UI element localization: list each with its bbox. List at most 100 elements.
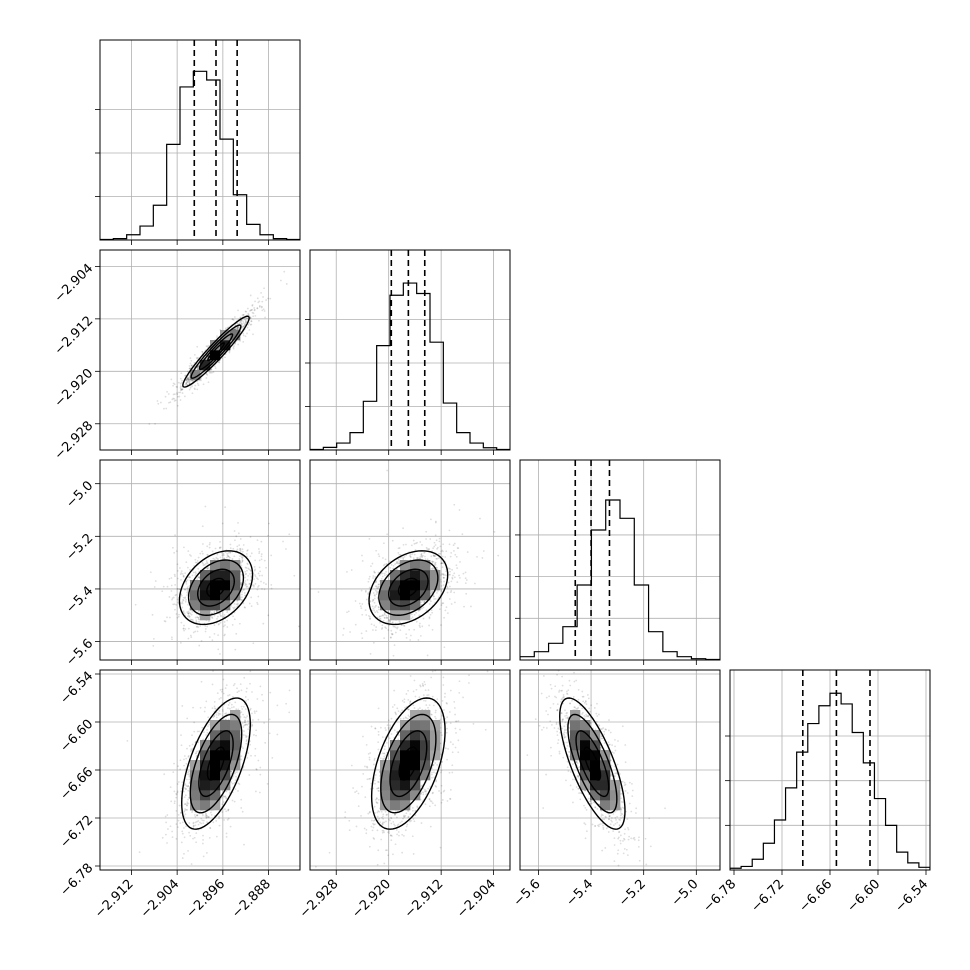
scatter-point [403,555,406,558]
scatter-point [278,652,280,654]
scatter-point [258,574,261,577]
scatter-point [187,380,190,383]
scatter-point [217,361,220,364]
scatter-point [234,327,237,330]
scatter-point [179,822,182,825]
density-cell [390,580,401,591]
scatter-point [206,545,209,548]
scatter-point [374,585,377,588]
scatter-point [253,308,256,311]
scatter-point [235,328,237,330]
scatter-point [176,404,179,407]
scatter-point [221,554,224,557]
scatter-point [226,611,229,614]
scatter-point [434,562,436,565]
scatter-point [186,802,189,805]
scatter-point [414,542,417,545]
scatter-point [195,619,198,622]
scatter-point [229,547,232,550]
density-cell [420,560,431,571]
scatter-point [428,617,431,620]
scatter-point [213,611,216,614]
scatter-point [383,611,386,614]
scatter-point [190,748,193,751]
scatter-point [476,556,478,558]
scatter-point [238,690,240,693]
scatter-point [373,571,376,574]
scatter-point [240,583,242,586]
scatter-point [190,364,193,367]
scatter-point [232,607,235,610]
scatter-point [383,572,386,575]
scatter-point [365,614,368,616]
scatter-point [383,563,386,566]
scatter-point [253,566,256,568]
scatter-point [378,608,380,611]
scatter-point [245,736,247,739]
scatter-point [396,627,399,630]
scatter-point [246,549,249,551]
scatter-point [170,577,173,579]
scatter-point [246,307,249,310]
scatter-point [391,621,394,624]
scatter-point [393,625,396,628]
scatter-point [368,575,371,578]
scatter-point [256,307,259,310]
scatter-point [448,573,450,576]
scatter-point [440,562,443,565]
scatter-point [213,610,216,613]
scatter-point [461,533,464,536]
scatter-point [382,619,385,622]
scatter-point [168,577,171,580]
scatter-point [196,578,198,580]
scatter-point [187,849,189,852]
scatter-point [260,305,263,308]
scatter-point [473,582,476,585]
scatter-point [361,613,364,616]
scatter-point [190,636,193,639]
scatter-point [224,551,227,554]
scatter-point [184,588,186,591]
scatter-point [185,784,188,787]
scatter-point [246,326,249,329]
scatter-point [239,340,241,342]
scatter-point [354,623,357,626]
scatter-point [431,560,434,563]
scatter-point [234,342,236,345]
density-cell [400,580,411,591]
scatter-point [244,566,247,569]
scatter-point [249,310,251,312]
scatter-point [423,600,426,603]
scatter-point [256,603,259,606]
scatter-point [188,365,191,367]
scatter-point [205,816,208,819]
scatter-point [423,601,426,604]
scatter-point [185,382,188,385]
scatter-point [189,553,191,556]
scatter-point [216,692,219,695]
scatter-point [187,755,190,758]
panel-frame [309,249,511,451]
scatter-point [227,808,230,811]
scatter-point [462,572,465,575]
scatter-point [171,638,173,641]
scatter-point [446,591,449,594]
scatter-point [388,560,391,563]
scatter-point [249,294,252,297]
scatter-point [421,625,424,628]
scatter-point [425,538,427,540]
scatter-point [384,626,387,629]
scatter-point [372,598,375,601]
scatter-point [372,599,375,602]
scatter-point [185,598,187,601]
scatter-point [182,599,185,602]
scatter-point [416,557,419,560]
scatter-point [245,690,248,693]
scatter-point [429,613,432,616]
scatter-point [244,594,246,597]
scatter-point [391,633,394,636]
scatter-point [195,750,198,753]
scatter-point [450,589,453,592]
scatter-point [242,313,245,316]
scatter-point [403,625,406,627]
